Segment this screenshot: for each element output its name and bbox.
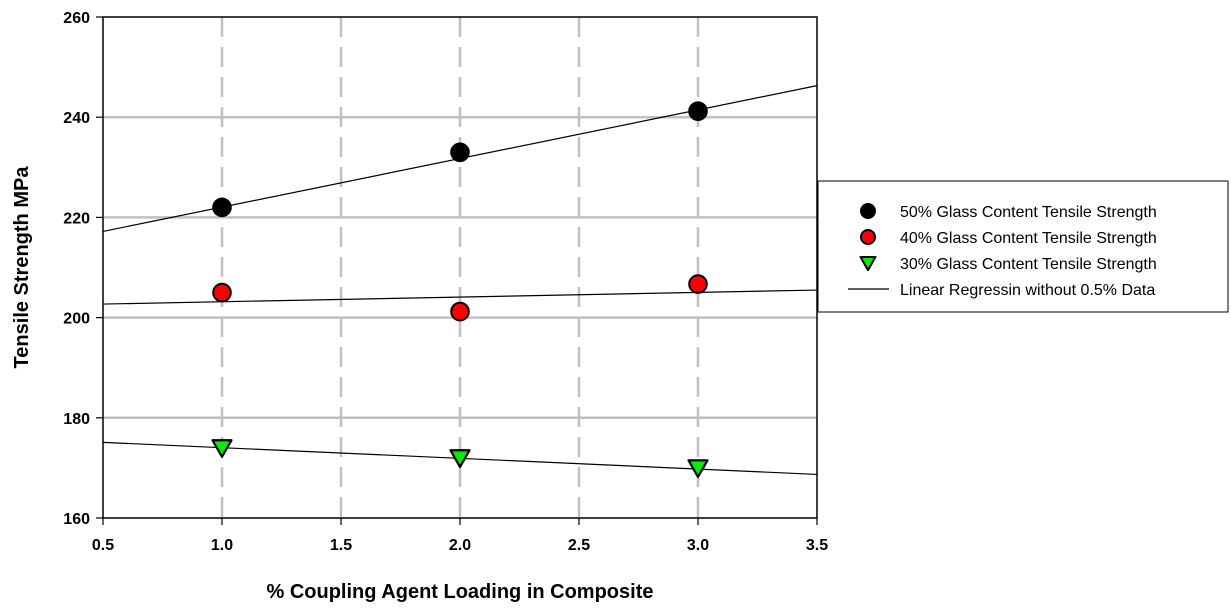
y-tick-label-160: 160 [63, 511, 90, 528]
data-markers [211, 101, 709, 479]
legend-label-30-glass: 30% Glass Content Tensile Strength [900, 256, 1157, 273]
x-tick-label-3.0: 3.0 [687, 537, 709, 554]
x-axis-title: % Coupling Agent Loading in Composite [266, 581, 653, 603]
data-point-s1-0 [212, 282, 232, 303]
legend-marker-30-glass [859, 256, 877, 272]
x-tick-label-0.5: 0.5 [92, 537, 114, 554]
data-point-s0-2 [688, 101, 708, 121]
y-tick-label-220: 220 [63, 210, 90, 227]
legend-label-50-glass: 50% Glass Content Tensile Strength [900, 204, 1157, 221]
x-tick-label-1.0: 1.0 [211, 537, 233, 554]
x-tick-label-3.5: 3.5 [806, 537, 828, 554]
y-tick-label-200: 200 [63, 311, 90, 328]
legend-label-40-glass: 40% Glass Content Tensile Strength [900, 230, 1157, 247]
grid [103, 17, 817, 518]
data-point-s1-1 [450, 301, 470, 322]
legend-marker-40-glass [860, 229, 876, 245]
legend-marker-50-glass [860, 203, 876, 219]
data-point-s1-2 [688, 274, 708, 294]
data-point-s2-1 [449, 449, 471, 469]
data-point-s0-1 [450, 142, 470, 163]
data-point-s0-0 [212, 197, 232, 218]
legend-entry-50-glass: 50% Glass Content Tensile Strength [860, 203, 1157, 221]
axis-ticks: 160 180 200 220 240 260 0.5 1.0 1.5 2.0 2.5 3.0 3.5 [63, 10, 828, 554]
x-tick-label-2.5: 2.5 [568, 537, 590, 554]
y-tick-label-180: 180 [63, 411, 90, 428]
legend-entry-40-glass: 40% Glass Content Tensile Strength [860, 229, 1157, 247]
data-point-s2-0 [211, 439, 233, 458]
legend-label-regression: Linear Regressin without 0.5% Data [900, 282, 1155, 299]
data-point-s2-2 [687, 459, 709, 479]
x-tick-label-1.5: 1.5 [330, 537, 352, 554]
y-tick-label-260: 260 [63, 10, 90, 27]
legend-box [817, 180, 1229, 313]
y-axis-title: Tensile Strength MPa [11, 166, 33, 369]
legend-entry-30-glass: 30% Glass Content Tensile Strength [859, 256, 1157, 273]
legend-entry-regression: Linear Regressin without 0.5% Data [848, 282, 1155, 299]
x-tick-label-2.0: 2.0 [449, 537, 471, 554]
y-tick-label-240: 240 [63, 110, 90, 127]
legend: 50% Glass Content Tensile Strength 40% G… [817, 180, 1229, 313]
